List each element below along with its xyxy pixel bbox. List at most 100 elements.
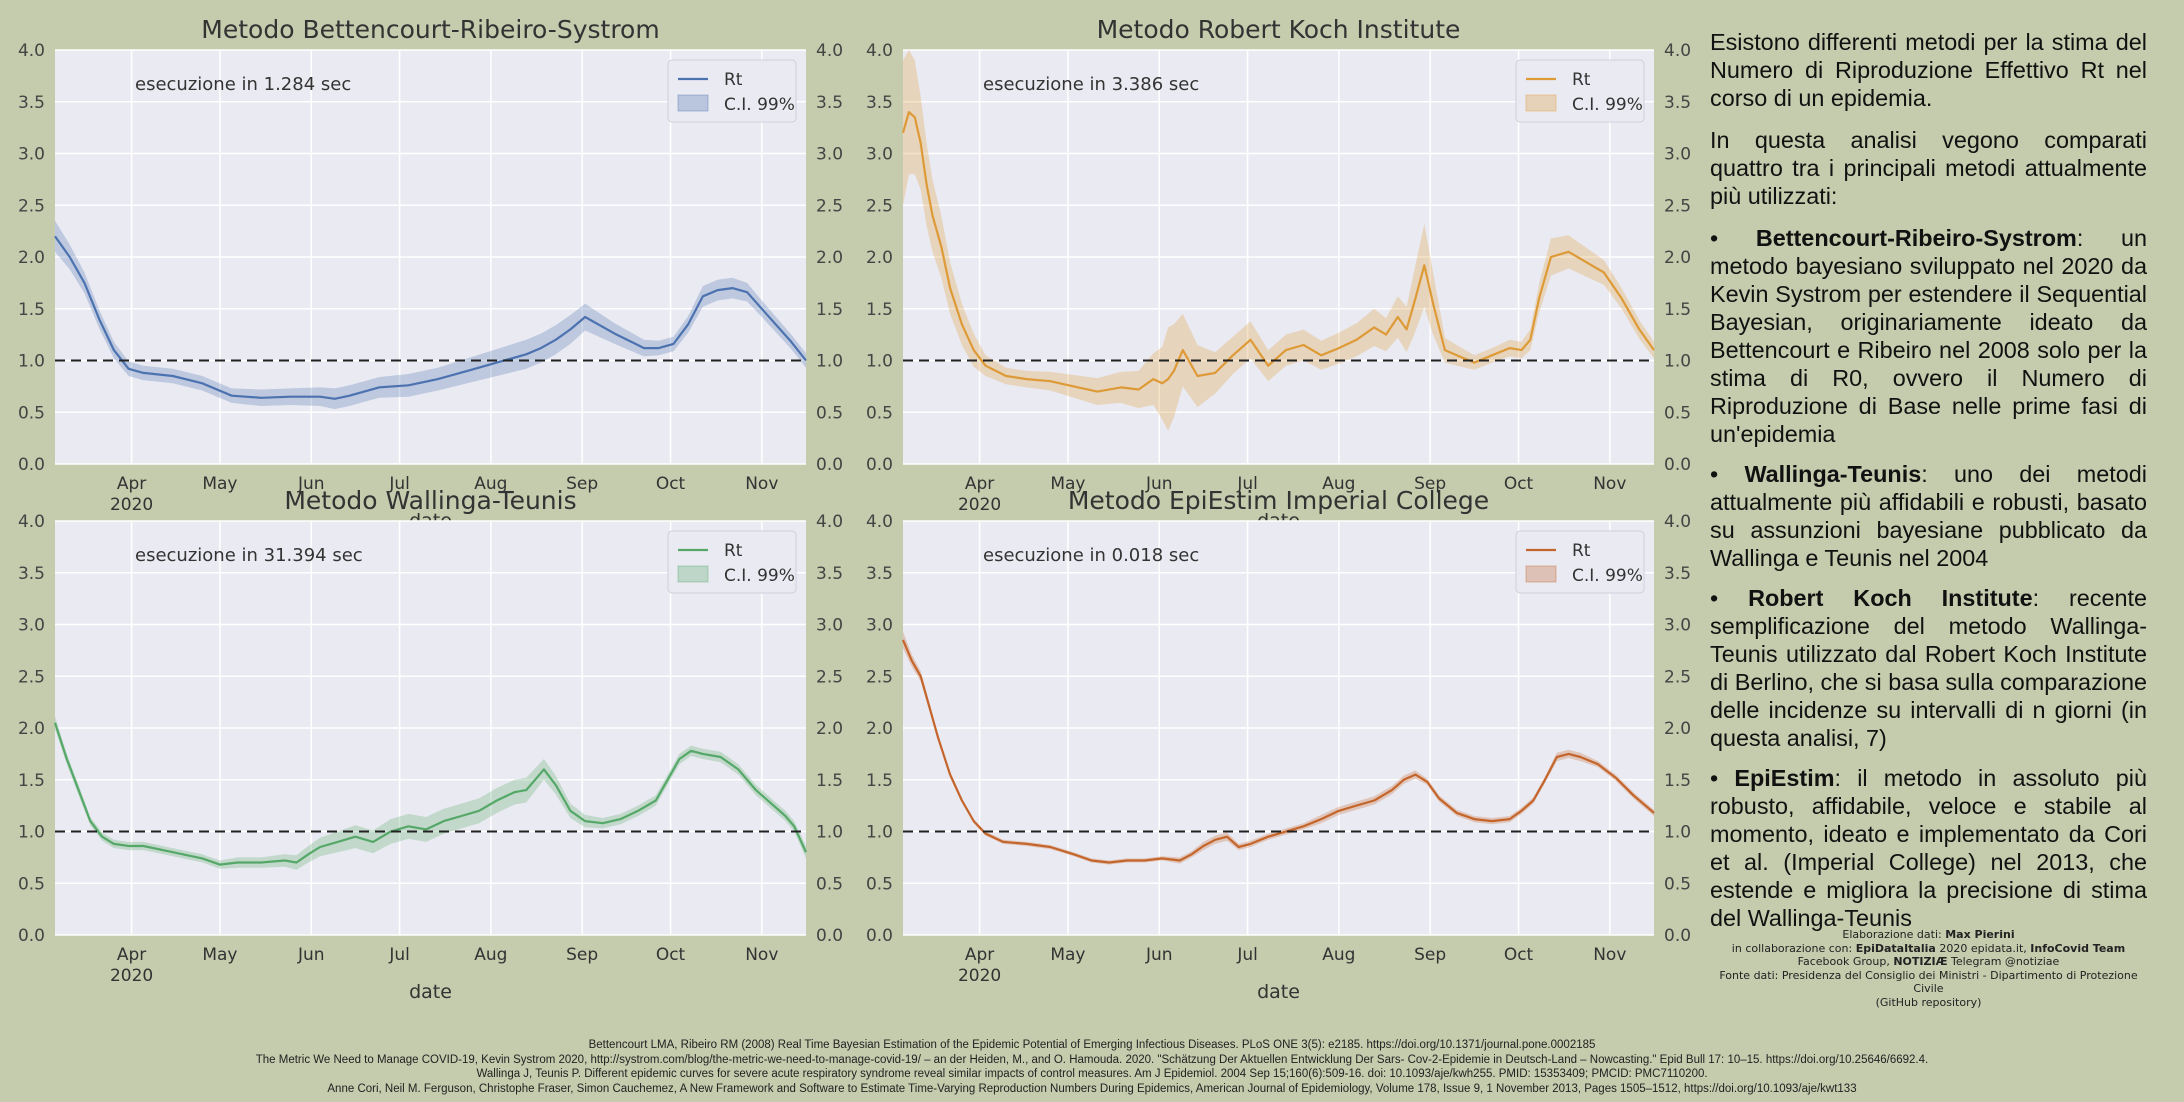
y-tick-label: 1.5: [866, 300, 893, 320]
rt-series-line: [901, 639, 1655, 864]
y-tick-label: 3.5: [866, 93, 893, 113]
legend-box: [667, 59, 797, 123]
chart-wallinga: 0.0 0.0 0.5 0.5 1.0 1.0 1.5 1.5 2.0 2.0 2.5 2.5 3.0 3…: [18, 486, 843, 1003]
y-tick-label-right: 2.0: [816, 719, 843, 739]
legend-label-ci: C.I. 99%: [724, 566, 795, 586]
legend-band-swatch: [1525, 565, 1557, 583]
legend-label-rt: Rt: [1572, 541, 1591, 561]
x-tick-label: Jul: [388, 945, 410, 965]
y-tick-label: 1.0: [18, 823, 45, 843]
x-tick-label: Aug: [1322, 474, 1355, 494]
intro-paragraph-1: Esistono differenti metodi per la stima …: [1710, 29, 2147, 111]
y-tick-label-right: 1.5: [816, 771, 843, 791]
y-tick-label: 2.0: [866, 719, 893, 739]
y-tick-label: 0.5: [866, 874, 893, 894]
reference-line: Wallinga J, Teunis P. Different epidemic…: [476, 1068, 1708, 1080]
x-tick-label: Apr: [965, 945, 994, 965]
x-tick-label: Jun: [297, 945, 325, 965]
x-tick-sublabel: 2020: [110, 495, 153, 515]
x-tick-label: Jul: [1236, 945, 1258, 965]
x-tick-label: Nov: [1593, 474, 1626, 494]
y-tick-label: 0.0: [18, 926, 45, 946]
x-tick-label: May: [202, 945, 237, 965]
y-tick-label: 1.5: [866, 771, 893, 791]
legend-band-swatch: [677, 94, 709, 112]
y-tick-label: 2.5: [18, 667, 45, 687]
method-name: Robert Koch Institute: [1748, 585, 2033, 611]
y-tick-label-right: 2.0: [816, 248, 843, 268]
y-tick-label: 2.5: [866, 196, 893, 216]
y-tick-label-right: 3.0: [1664, 145, 1691, 165]
reference-line: The Metric We Need to Manage COVID-19, K…: [255, 1053, 1929, 1066]
method-description: : uno dei metodi attualmente più affidab…: [1710, 461, 2147, 571]
x-tick-label: Oct: [656, 474, 686, 494]
x-tick-label: Aug: [474, 474, 507, 494]
x-tick-label: Jun: [1145, 945, 1173, 965]
legend-label-rt: Rt: [724, 70, 743, 90]
y-tick-label: 4.0: [18, 41, 45, 61]
y-tick-label: 3.0: [18, 145, 45, 165]
y-tick-label-right: 3.0: [816, 616, 843, 636]
credits-block: Elaborazione dati: Max Pierini in collab…: [1710, 928, 2147, 1009]
y-tick-label-right: 3.5: [1664, 93, 1691, 113]
y-tick-label-right: 3.5: [1664, 564, 1691, 584]
x-tick-label: Sep: [1414, 945, 1446, 965]
x-axis-label: date: [1257, 981, 1300, 1003]
y-tick-label: 3.0: [866, 616, 893, 636]
credits-line-author: Elaborazione dati: Max Pierini: [1710, 928, 2147, 942]
rt-series-line: [54, 235, 807, 400]
credits-text: Telegram @notiziae: [1947, 955, 2060, 968]
y-tick-label-right: 0.5: [1664, 874, 1691, 894]
y-tick-label: 2.5: [866, 667, 893, 687]
y-tick-label-right: 1.5: [816, 300, 843, 320]
y-tick-label-right: 1.5: [1664, 771, 1691, 791]
method-name: Bettencourt-Ribeiro-Systrom: [1755, 225, 2077, 251]
reference-line: Anne Cori, Neil M. Ferguson, Christophe …: [327, 1082, 1857, 1095]
x-tick-label: May: [202, 474, 237, 494]
y-tick-label: 2.5: [18, 196, 45, 216]
y-tick-label: 1.0: [866, 352, 893, 372]
method-description: : un metodo bayesiano sviluppato nel 202…: [1710, 225, 2147, 447]
y-tick-label: 3.0: [866, 145, 893, 165]
chart-title: Metodo Bettencourt-Ribeiro-Systrom: [201, 15, 659, 44]
chart-title: Metodo Robert Koch Institute: [1097, 15, 1461, 44]
y-tick-label-right: 2.5: [1664, 667, 1691, 687]
credits-line-partners: in collaborazione con: EpiDataItalia 202…: [1710, 942, 2147, 956]
method-description: : il metodo in assoluto più robusto, aff…: [1710, 765, 2147, 931]
x-tick-label: Jun: [1145, 474, 1173, 494]
x-tick-label: Aug: [474, 945, 507, 965]
y-tick-label-right: 4.0: [816, 512, 843, 532]
y-tick-label: 4.0: [866, 512, 893, 532]
x-tick-label: Jul: [1236, 474, 1258, 494]
x-tick-label: Apr: [965, 474, 994, 494]
y-tick-label-right: 0.0: [816, 926, 843, 946]
description-panel: Esistono differenti metodi per la stima …: [1710, 28, 2147, 944]
x-tick-label: Nov: [745, 474, 778, 494]
y-tick-label: 1.5: [18, 300, 45, 320]
y-tick-label-right: 3.0: [816, 145, 843, 165]
y-tick-label-right: 4.0: [816, 41, 843, 61]
credits-line-repo: (GitHub repository): [1875, 995, 1982, 1009]
chart-title: Metodo Wallinga-Teunis: [284, 486, 576, 515]
x-tick-sublabel: 2020: [958, 495, 1001, 515]
reference-line: Bettencourt LMA, Ribeiro RM (2008) Real …: [588, 1039, 1596, 1051]
y-tick-label: 4.0: [18, 512, 45, 532]
credits-text: Facebook Group,: [1797, 955, 1894, 968]
y-tick-label: 3.5: [866, 564, 893, 584]
x-tick-sublabel: 2020: [958, 966, 1001, 986]
y-tick-label: 0.5: [18, 874, 45, 894]
y-tick-label-right: 4.0: [1664, 512, 1691, 532]
y-tick-label-right: 2.0: [1664, 719, 1691, 739]
y-tick-label-right: 1.0: [1664, 823, 1691, 843]
y-tick-label-right: 3.5: [816, 564, 843, 584]
rt-series-line: [901, 111, 1655, 393]
y-tick-label: 2.0: [866, 248, 893, 268]
y-tick-label-right: 0.0: [1664, 926, 1691, 946]
rt-series-line: [53, 722, 808, 866]
legend-box: [667, 530, 797, 594]
y-tick-label-right: 2.5: [816, 196, 843, 216]
credits-text: 2020 epidata.it,: [1935, 941, 2031, 955]
confidence-band: [55, 220, 806, 410]
credits-line-groups: Facebook Group, NOTIZIÆ Telegram @notizi…: [1710, 955, 2147, 969]
